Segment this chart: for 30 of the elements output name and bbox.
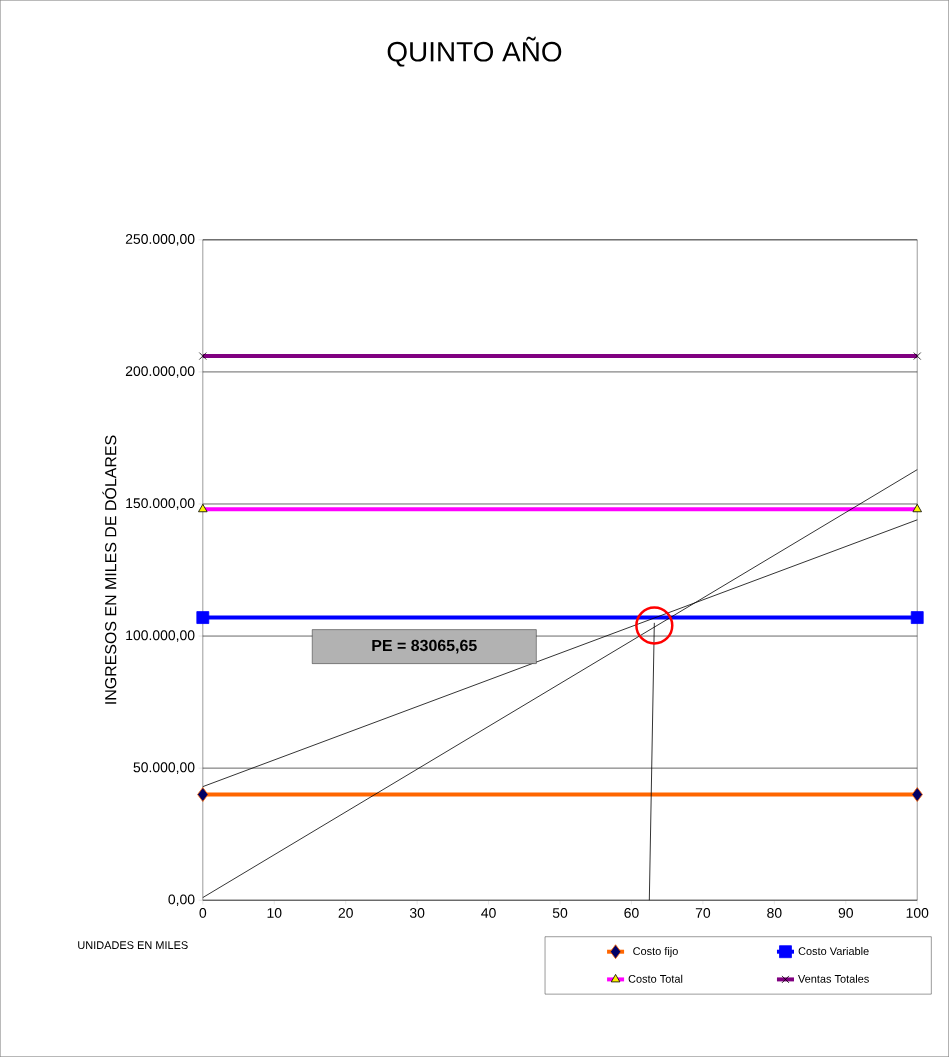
y-tick-label: 200.000,00: [125, 366, 195, 378]
point: [635, 606, 674, 645]
x-tick-label: 60: [624, 907, 639, 918]
x-tick-label: 20: [338, 907, 353, 918]
x-tick-label: 0: [199, 907, 207, 918]
chart-title: QUINTO AÑO: [387, 36, 562, 67]
x-tick-label: 30: [409, 907, 425, 918]
x-tick-label: 10: [267, 907, 282, 918]
legend-label: Costo fijo: [633, 946, 678, 958]
point: [196, 611, 210, 624]
y-tick-label: 150.000,00: [126, 498, 195, 510]
point: [197, 787, 209, 802]
x-tick-label: 80: [767, 907, 782, 918]
point: [910, 611, 924, 624]
x-tick-label: 40: [481, 907, 496, 918]
legend-label: Ventas Totales: [798, 974, 869, 983]
y-tick-label: 0,00: [168, 894, 195, 906]
x-tick-label: 70: [695, 907, 711, 918]
y-tick-label: 250.000,00: [125, 234, 195, 246]
annotation: PE = 83065,65: [372, 639, 477, 654]
x-tick-label: 90: [838, 907, 854, 918]
legend-label: Costo Total: [628, 974, 683, 983]
legend-label: Costo Variable: [798, 946, 869, 956]
x-tick-label: 50: [552, 907, 568, 918]
point: [911, 787, 923, 802]
x-axis-title: UNIDADES EN MILES: [78, 941, 188, 949]
y-tick-label: 100.000,00: [126, 630, 195, 642]
x-tick-label: 100: [906, 907, 929, 918]
y-tick-label: 50.000,00: [133, 762, 195, 774]
y-axis-title: INGRESOS EN MILES DE DÓLARES: [102, 435, 117, 704]
